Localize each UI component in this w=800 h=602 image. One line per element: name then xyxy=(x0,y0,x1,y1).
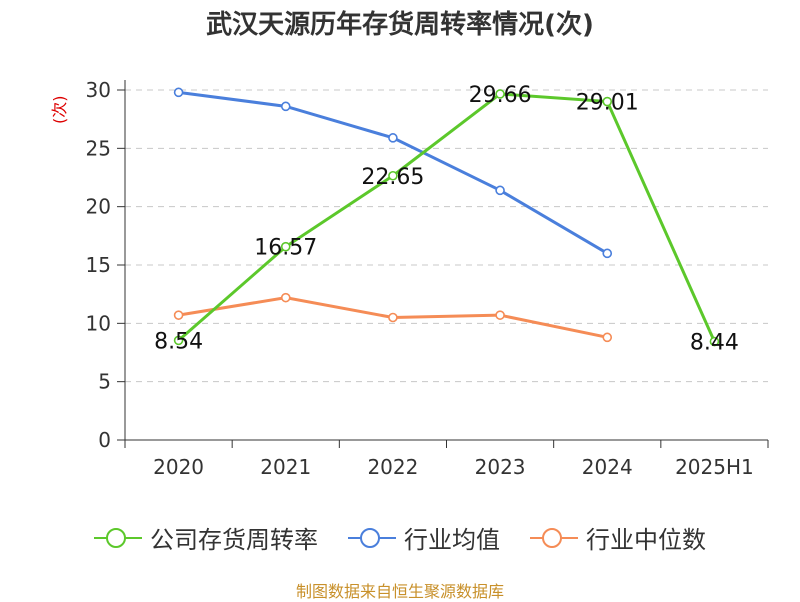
line-chart: 0 5 10 15 20 25 30 2020 2021 2022 2023 2024 2025H1 8.… xyxy=(86,78,769,479)
data-point xyxy=(495,89,505,99)
y-tick-label: 5 xyxy=(98,370,111,394)
x-tick-label: 2023 xyxy=(475,455,526,479)
data-point xyxy=(709,336,720,347)
legend-item-industry-median[interactable]: 行业中位数 xyxy=(530,520,706,555)
data-point xyxy=(280,292,291,303)
y-tick-label: 0 xyxy=(98,428,111,452)
data-label: 29.66 xyxy=(469,83,532,108)
y-tick-label: 15 xyxy=(86,253,111,277)
x-tick-label: 2024 xyxy=(582,455,633,479)
data-point xyxy=(173,335,184,346)
series-line xyxy=(177,92,716,343)
data-label: 16.57 xyxy=(254,236,317,261)
data-point xyxy=(495,310,505,320)
x-tick-label: 2021 xyxy=(260,455,311,479)
data-point xyxy=(495,185,505,196)
data-point xyxy=(602,96,613,107)
legend-marker-company xyxy=(94,526,142,550)
data-label: 29.01 xyxy=(576,91,639,116)
data-point xyxy=(388,133,398,143)
legend-marker-industry-mean xyxy=(348,526,396,550)
x-tick-label: 2025H1 xyxy=(675,455,754,479)
data-label: 22.65 xyxy=(361,165,424,190)
data-point xyxy=(280,241,291,252)
data-label: 8.54 xyxy=(154,329,203,354)
data-point xyxy=(388,312,398,323)
y-tick-label: 25 xyxy=(86,136,111,160)
data-point xyxy=(388,170,398,181)
legend-label-company: 公司存货周转率 xyxy=(150,526,318,554)
y-tick-label: 30 xyxy=(86,78,111,102)
data-point xyxy=(173,87,184,98)
chart-title: 武汉天源历年存货周转率情况(次) xyxy=(206,10,594,40)
data-point xyxy=(602,332,613,343)
legend: 公司存货周转率 行业均值 行业中位数 xyxy=(0,520,800,555)
data-source-note: 制图数据来自恒生聚源数据库 xyxy=(295,582,504,601)
legend-item-company[interactable]: 公司存货周转率 xyxy=(94,520,318,555)
data-point xyxy=(173,310,184,320)
y-tick-label: 10 xyxy=(86,311,111,335)
legend-label-industry-median: 行业中位数 xyxy=(586,526,706,554)
data-point xyxy=(602,248,613,259)
x-tick-label: 2020 xyxy=(153,455,204,479)
y-tick-label: 20 xyxy=(86,195,111,219)
x-tick-label: 2022 xyxy=(367,455,418,479)
legend-marker-industry-median xyxy=(530,526,578,550)
data-label: 8.44 xyxy=(690,331,739,356)
legend-item-industry-mean[interactable]: 行业均值 xyxy=(348,520,500,555)
data-point xyxy=(280,101,291,112)
legend-label-industry-mean: 行业均值 xyxy=(404,526,500,554)
